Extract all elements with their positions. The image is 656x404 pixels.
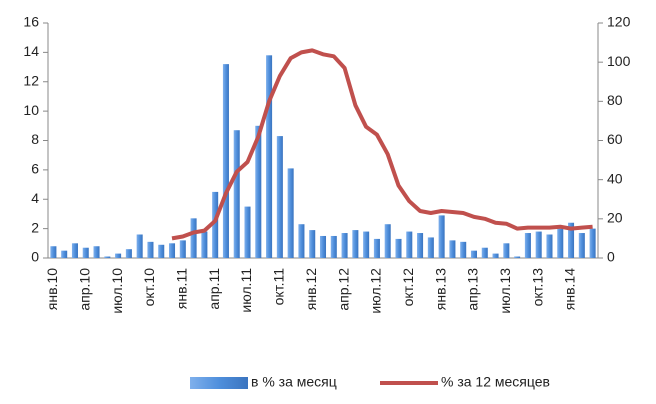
bar (503, 243, 510, 258)
y-tick-label: 16 (23, 14, 39, 30)
y-tick-label: 8 (31, 131, 39, 147)
bar (179, 240, 186, 258)
x-tick-label: янв.10 (44, 268, 60, 310)
y-tick-label: 0 (31, 249, 39, 265)
y2-tick-label: 120 (607, 14, 631, 30)
legend-label: % за 12 месяцев (441, 374, 550, 390)
bar (266, 55, 273, 258)
x-tick-label: апр.10 (76, 268, 92, 311)
bar (557, 228, 564, 258)
legend-item: в % за месяц (190, 374, 337, 390)
bar (449, 240, 456, 258)
y-tick-label: 6 (31, 161, 39, 177)
y2-tick-label: 40 (607, 170, 623, 186)
bar (395, 238, 402, 258)
y2-tick-label: 0 (607, 249, 615, 265)
bar (341, 233, 348, 258)
bar (61, 250, 68, 258)
bar (136, 234, 143, 258)
legend-swatch (190, 377, 248, 389)
y2-tick-label: 60 (607, 131, 623, 147)
bar (287, 168, 294, 258)
bar (460, 241, 467, 258)
bar (309, 230, 316, 258)
line (171, 48, 593, 241)
bar (330, 235, 337, 258)
bar (363, 231, 370, 258)
x-tick-label: янв.12 (303, 268, 319, 310)
x-tick-label: апр.13 (465, 268, 481, 311)
bar (147, 241, 154, 258)
y-tick-label: 2 (31, 219, 39, 235)
bar (319, 235, 327, 258)
bar (514, 256, 521, 258)
bar (104, 256, 111, 258)
x-tick-label: апр.12 (335, 268, 351, 311)
bar (438, 215, 445, 258)
x-tick-label: июл.13 (497, 268, 513, 314)
x-tick-label: окт.11 (271, 268, 287, 306)
y-tick-label: 14 (23, 43, 39, 59)
x-tick-label: июл.11 (238, 268, 254, 313)
x-tick-label: июл.10 (109, 268, 125, 314)
bar (417, 233, 424, 258)
bar (492, 253, 499, 258)
x-tick-label: апр.11 (206, 268, 222, 310)
bar (244, 206, 251, 258)
bar (406, 231, 413, 258)
y-tick-label: 4 (31, 190, 39, 206)
x-tick-label: янв.14 (562, 268, 578, 310)
x-tick-label: окт.10 (141, 268, 157, 307)
x-tick-label: июл.12 (368, 268, 384, 314)
x-tick-label: окт.12 (400, 268, 416, 307)
bar (535, 231, 542, 258)
bar (158, 244, 165, 258)
bar (589, 228, 596, 258)
legend-label: в % за месяц (251, 374, 337, 390)
bar (352, 230, 359, 258)
bar (427, 237, 434, 258)
bar (222, 64, 229, 258)
bar (255, 125, 262, 258)
bar (201, 231, 208, 258)
bar (481, 247, 488, 258)
bar (125, 249, 132, 258)
x-tick-label: окт.13 (529, 268, 545, 307)
bar (298, 224, 305, 258)
bar (568, 222, 575, 258)
bar (384, 224, 391, 258)
y2-tick-label: 100 (607, 53, 631, 69)
bar (169, 243, 176, 258)
bar (71, 243, 78, 258)
x-tick-label: янв.13 (432, 268, 448, 310)
bar (546, 234, 553, 258)
bar (50, 246, 57, 258)
y-tick-label: 12 (23, 72, 39, 88)
bar (373, 238, 380, 258)
bar (212, 191, 219, 258)
y-tick-label: 10 (23, 102, 39, 118)
bar (115, 253, 122, 258)
y2-tick-label: 80 (607, 92, 623, 108)
y2-tick-label: 20 (607, 210, 623, 226)
x-tick-label: янв.11 (174, 268, 190, 309)
bar (524, 233, 531, 258)
bar (82, 247, 89, 258)
bar (578, 233, 585, 258)
bar (190, 218, 197, 258)
bar (470, 250, 477, 258)
bar (276, 136, 283, 258)
bar (93, 246, 100, 258)
legend-item: % за 12 месяцев (380, 374, 550, 390)
bar (233, 130, 240, 258)
